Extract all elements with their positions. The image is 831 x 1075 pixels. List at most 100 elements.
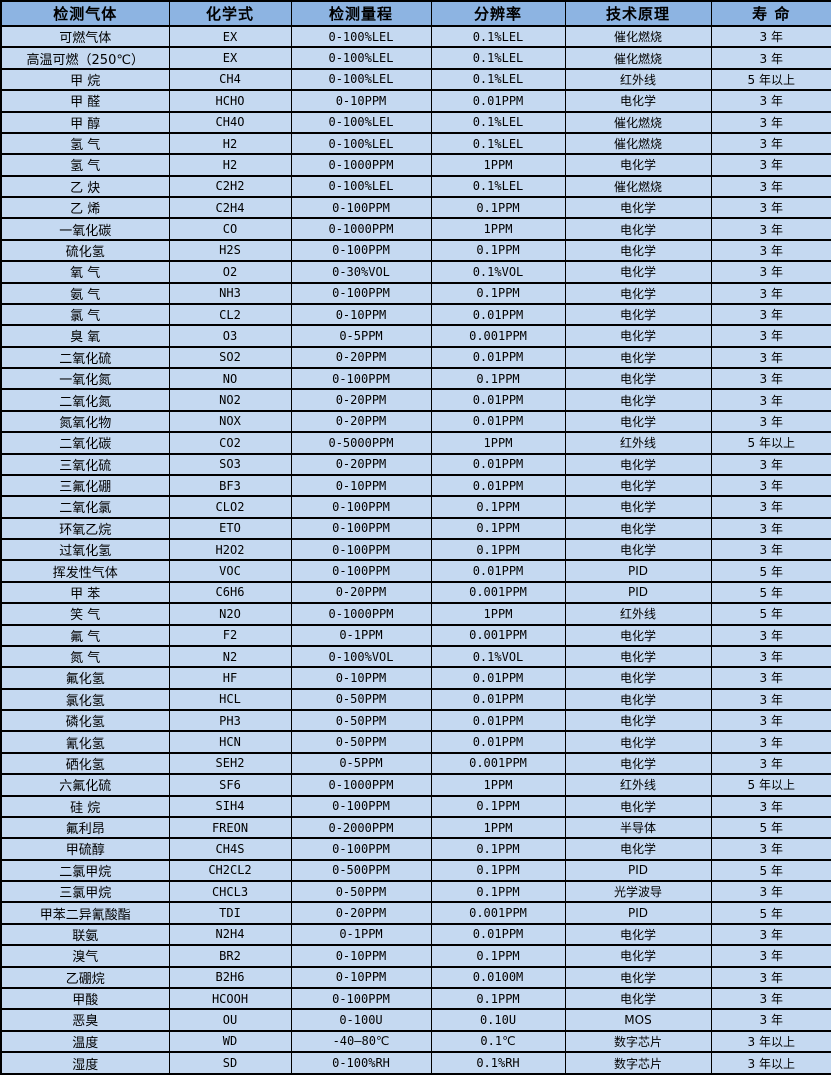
cell-principle: 电化学 [564, 366, 712, 391]
cell-lifespan: 5 年以上 [710, 773, 831, 797]
cell-gas-name: 恶臭 [0, 1008, 170, 1032]
cell-lifespan: 3 年 [710, 24, 831, 49]
cell-gas-name: 三氧化硫 [0, 452, 170, 476]
cell-formula: N2H4 [168, 922, 292, 947]
cell-gas-name: 一氧化碳 [0, 217, 170, 241]
cell-gas-name: 甲 醇 [0, 110, 170, 134]
cell-formula: HCOOH [168, 986, 292, 1011]
cell-formula: EX [168, 46, 292, 70]
cell-lifespan: 3 年 [710, 986, 831, 1011]
cell-lifespan: 3 年 [710, 666, 831, 690]
cell-lifespan: 3 年 [710, 687, 831, 712]
table-row: 臭 氧 O3 0-5PPM 0.001PPM 电化学 3 年 [0, 324, 831, 348]
cell-resolution: 0.01PPM [430, 559, 566, 583]
cell-resolution: 0.01PPM [430, 452, 566, 476]
cell-range: 0-100%VOL [290, 644, 432, 669]
header-cell-gas-name: 检测气体 [0, 0, 170, 27]
cell-principle: 数字芯片 [564, 1051, 712, 1075]
cell-principle: 红外线 [564, 431, 712, 455]
table-row: 二氧化硫 SO2 0-20PPM 0.01PPM 电化学 3 年 [0, 345, 831, 370]
table-row: 一氧化碳 CO 0-1000PPM 1PPM 电化学 3 年 [0, 217, 831, 241]
table-row: 氮氧化物 NOX 0-20PPM 0.01PPM 电化学 3 年 [0, 409, 831, 434]
cell-principle: 催化燃烧 [564, 24, 712, 49]
cell-resolution: 0.1%VOL [430, 644, 566, 669]
table-row: 一氧化氮 NO 0-100PPM 0.1PPM 电化学 3 年 [0, 366, 831, 391]
cell-formula: SEH2 [168, 751, 292, 776]
cell-resolution: 1PPM [430, 815, 566, 840]
cell-formula: SIH4 [168, 794, 292, 818]
cell-resolution: 0.01PPM [430, 409, 566, 434]
cell-resolution: 0.1PPM [430, 537, 566, 562]
header-cell-resolution: 分辨率 [430, 0, 566, 27]
cell-formula: H2 [168, 131, 292, 156]
cell-range: 0-100%RH [290, 1051, 432, 1075]
cell-resolution: 0.01PPM [430, 687, 566, 712]
cell-range: 0-10PPM [290, 89, 432, 113]
cell-principle: PID [564, 901, 712, 925]
cell-formula: CH4O [168, 110, 292, 134]
cell-formula: B2H6 [168, 965, 292, 989]
cell-range: 0-30%VOL [290, 260, 432, 284]
cell-gas-name: 氮 气 [0, 644, 170, 669]
cell-resolution: 1PPM [430, 153, 566, 177]
cell-resolution: 1PPM [430, 431, 566, 455]
cell-principle: 电化学 [564, 195, 712, 220]
cell-gas-name: 氢 气 [0, 131, 170, 156]
cell-lifespan: 3 年 [710, 238, 831, 263]
cell-formula: CO2 [168, 431, 292, 455]
cell-resolution: 0.001PPM [430, 324, 566, 348]
cell-principle: 电化学 [564, 708, 712, 733]
cell-resolution: 0.01PPM [430, 302, 566, 327]
cell-resolution: 0.1PPM [430, 986, 566, 1011]
cell-principle: 电化学 [564, 794, 712, 818]
table-row: 可燃气体 EX 0-100%LEL 0.1%LEL 催化燃烧 3 年 [0, 24, 831, 49]
cell-lifespan: 3 年 [710, 302, 831, 327]
cell-gas-name: 高温可燃（250℃） [0, 46, 170, 70]
table-row: 二氧化氯 CLO2 0-100PPM 0.1PPM 电化学 3 年 [0, 495, 831, 519]
cell-formula: FREON [168, 815, 292, 840]
cell-lifespan: 3 年 [710, 965, 831, 989]
cell-resolution: 0.01PPM [430, 388, 566, 412]
cell-formula: HF [168, 666, 292, 690]
table-row: 甲硫醇 CH4S 0-100PPM 0.1PPM 电化学 3 年 [0, 837, 831, 861]
cell-range: 0-100PPM [290, 837, 432, 861]
cell-gas-name: 氯 气 [0, 302, 170, 327]
cell-resolution: 0.001PPM [430, 580, 566, 605]
cell-gas-name: 氟利昂 [0, 815, 170, 840]
table-row: 硅 烷 SIH4 0-100PPM 0.1PPM 电化学 3 年 [0, 794, 831, 818]
table-row: 磷化氢 PH3 0-50PPM 0.01PPM 电化学 3 年 [0, 708, 831, 733]
cell-formula: O2 [168, 260, 292, 284]
cell-resolution: 1PPM [430, 602, 566, 626]
cell-range: 0-1000PPM [290, 773, 432, 797]
header-cell-principle: 技术原理 [564, 0, 712, 27]
cell-resolution: 0.001PPM [430, 623, 566, 647]
cell-resolution: 0.0100M [430, 965, 566, 989]
table-row: 氰化氢 HCN 0-50PPM 0.01PPM 电化学 3 年 [0, 730, 831, 754]
cell-resolution: 0.01PPM [430, 708, 566, 733]
cell-gas-name: 甲苯二异氰酸酯 [0, 901, 170, 925]
cell-resolution: 0.1%LEL [430, 174, 566, 199]
cell-formula: H2 [168, 153, 292, 177]
table-row: 二氧化氮 NO2 0-20PPM 0.01PPM 电化学 3 年 [0, 388, 831, 412]
cell-lifespan: 3 年 [710, 537, 831, 562]
cell-principle: 电化学 [564, 944, 712, 968]
cell-principle: 催化燃烧 [564, 110, 712, 134]
cell-principle: 电化学 [564, 922, 712, 947]
table-row: 高温可燃（250℃） EX 0-100%LEL 0.1%LEL 催化燃烧 3 年 [0, 46, 831, 70]
cell-principle: 电化学 [564, 687, 712, 712]
cell-principle: 数字芯片 [564, 1029, 712, 1054]
cell-resolution: 0.01PPM [430, 922, 566, 947]
table-row: 甲 醛 HCHO 0-10PPM 0.01PPM 电化学 3 年 [0, 89, 831, 113]
cell-principle: 电化学 [564, 644, 712, 669]
cell-gas-name: 二氧化氮 [0, 388, 170, 412]
cell-lifespan: 3 年 [710, 195, 831, 220]
table-row: 甲酸 HCOOH 0-100PPM 0.1PPM 电化学 3 年 [0, 986, 831, 1011]
cell-principle: 电化学 [564, 751, 712, 776]
cell-formula: CH4S [168, 837, 292, 861]
cell-resolution: 0.1%LEL [430, 24, 566, 49]
cell-gas-name: 溴气 [0, 944, 170, 968]
cell-resolution: 0.1PPM [430, 794, 566, 818]
cell-gas-name: 湿度 [0, 1051, 170, 1075]
cell-lifespan: 5 年 [710, 858, 831, 883]
header-cell-lifespan: 寿 命 [710, 0, 831, 27]
